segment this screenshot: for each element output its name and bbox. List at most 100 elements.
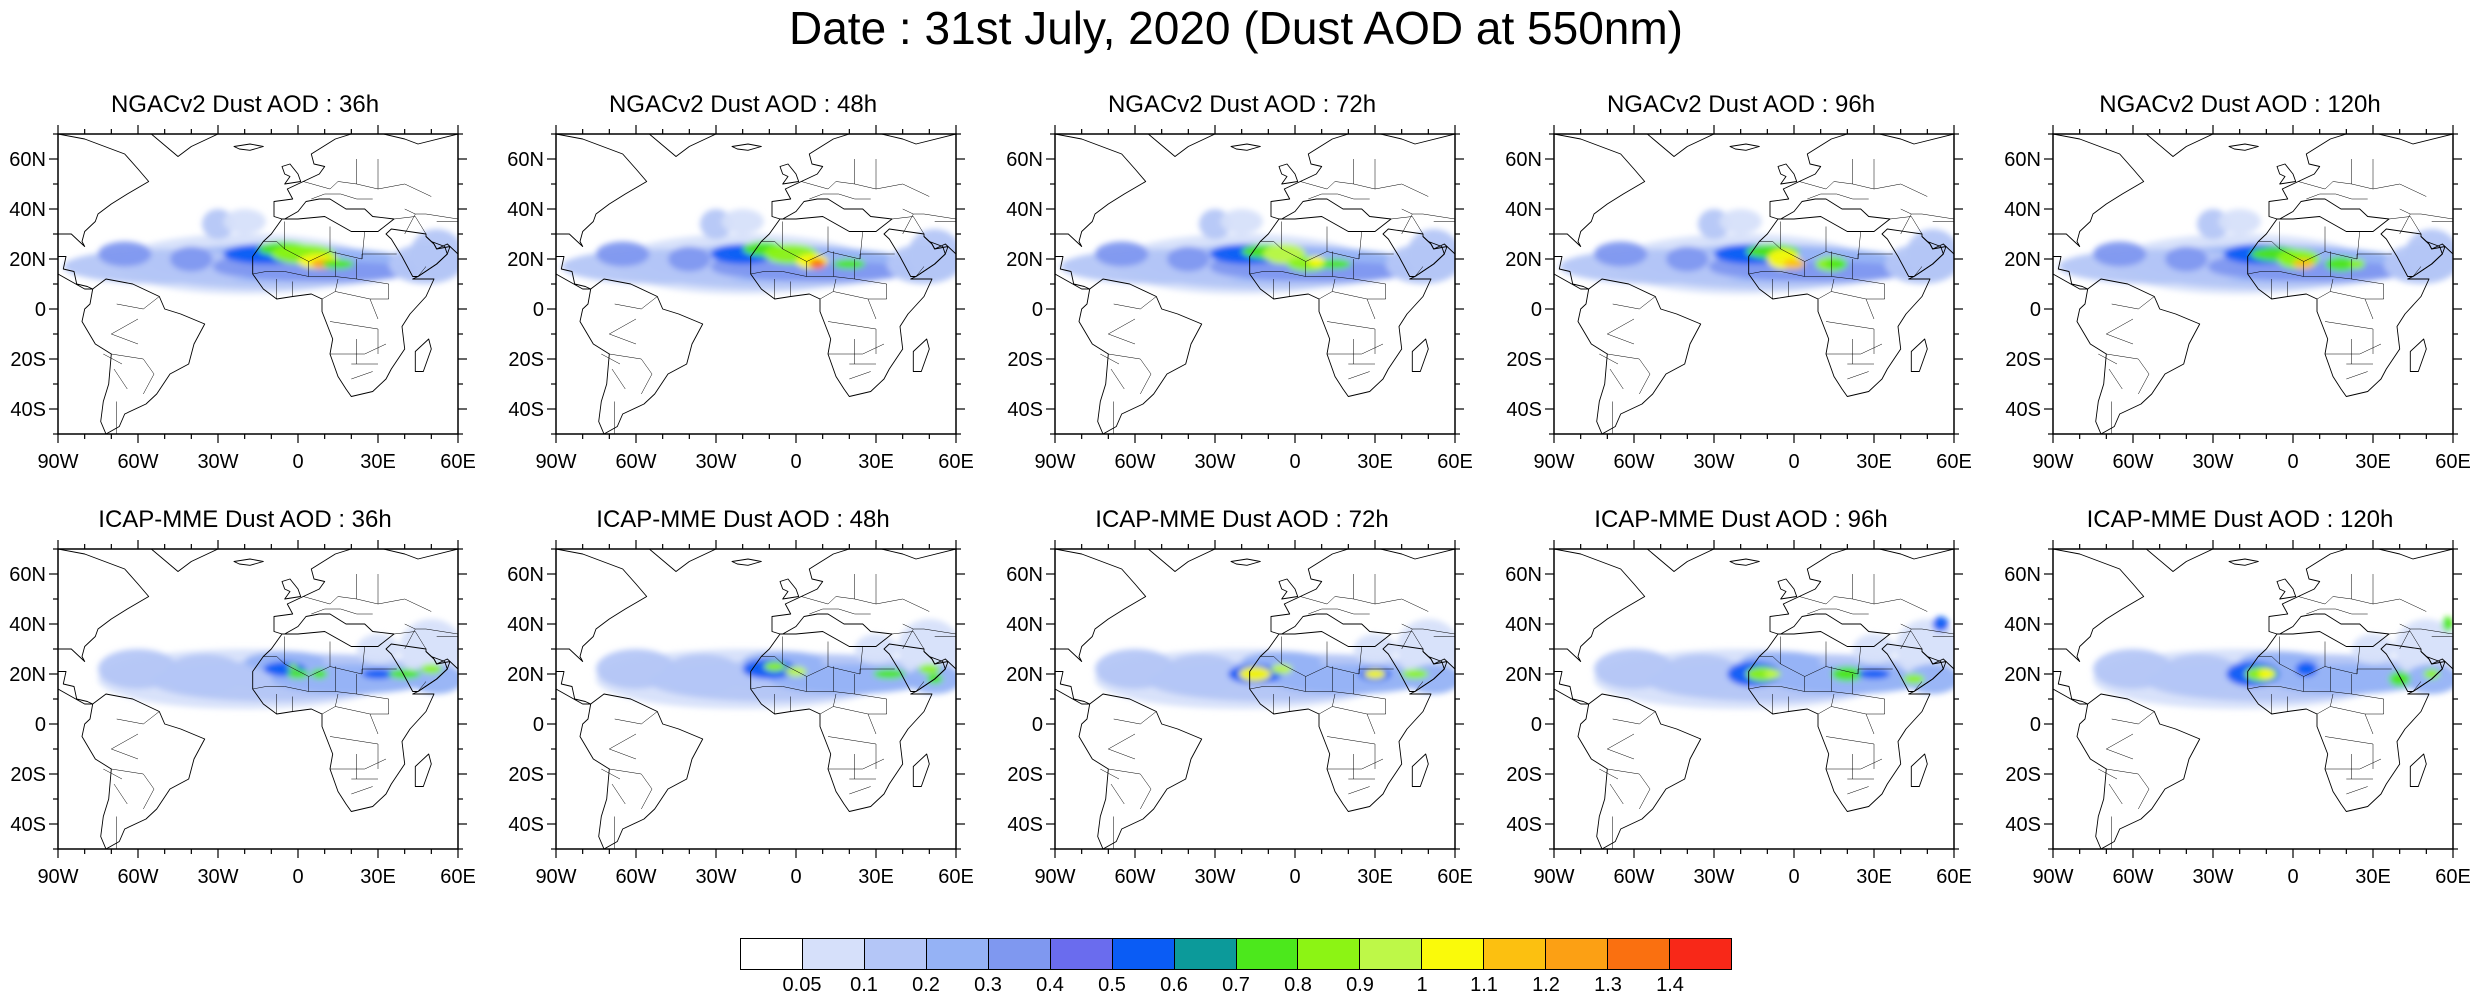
coastlines (556, 134, 956, 434)
country-border (2105, 733, 2134, 760)
y-tick-label: 60N (9, 564, 46, 586)
coastline-north-america (1554, 134, 1646, 247)
coastline-south-america (1078, 693, 1203, 849)
aod-contour (1903, 674, 1925, 684)
country-border (1100, 353, 1120, 365)
country-border (614, 296, 658, 310)
country-border (828, 343, 885, 355)
coastline-central-america (58, 256, 94, 290)
country-border (1110, 368, 1125, 390)
coastline-north-america (2053, 549, 2145, 662)
coastline-britain (1278, 578, 1299, 600)
country-border (417, 266, 427, 277)
country-border (1482, 644, 1535, 659)
dust-plume (1060, 209, 1455, 294)
country-border (849, 371, 871, 380)
coastline-central-america (556, 671, 592, 705)
country-border (1482, 229, 1535, 244)
country-border (1113, 296, 1157, 310)
x-tick-label: 60E (938, 866, 974, 888)
country-border (1981, 229, 2034, 244)
coastline-greenland (2097, 549, 2214, 572)
x-tick-label: 90W (1533, 866, 1574, 888)
aod-contour (897, 619, 956, 679)
country-border (113, 783, 128, 805)
coastline-north-america (556, 549, 648, 662)
country-border (1606, 318, 1635, 345)
x-tick-label: 30E (360, 451, 396, 473)
x-tick-label: 60W (1114, 451, 1155, 473)
x-tick-label: 30W (1194, 451, 1235, 473)
country-border (2364, 713, 2374, 735)
coastline-south-america (1078, 278, 1203, 434)
dust-plume (2058, 209, 2453, 294)
colorbar-swatch (1360, 939, 1423, 969)
y-tick-label: 40N (1006, 199, 1043, 221)
coastlines (1554, 549, 1954, 849)
aod-contour (410, 229, 458, 279)
y-tick-label: 20N (1505, 249, 1542, 271)
country-border (1599, 353, 1619, 365)
country-border (1857, 231, 1861, 260)
country-borders (1100, 159, 1455, 434)
y-tick-label: 40S (1506, 814, 1542, 836)
coastline-north-america (58, 549, 150, 662)
country-border (116, 296, 160, 310)
country-border (891, 216, 925, 235)
country-border (1609, 783, 1624, 805)
coastline-europe-africa-asia (2247, 549, 2453, 812)
coastline-greenland (1598, 549, 1715, 572)
coastline-south-america (81, 693, 206, 849)
country-border (614, 711, 658, 725)
aod-contour (2423, 669, 2440, 679)
coastlines (1055, 549, 1455, 849)
coastline-mediterranean (281, 198, 395, 232)
colorbar-label: 1 (1416, 974, 1428, 996)
country-border (1612, 711, 1656, 725)
aod-contour (170, 246, 213, 272)
coastline-mediterranean (779, 613, 893, 647)
dust-aod-map: 90W 60W 30W 0 30E 60E 60N 40N 20N 0 20S 40S (1006, 125, 1473, 473)
colorbar-label: 0.05 (782, 974, 822, 996)
country-borders (601, 159, 956, 434)
colorbar-swatch (741, 939, 803, 969)
aod-contour (2258, 669, 2275, 679)
x-tick-label: 60E (440, 866, 476, 888)
y-tick-label: 40N (507, 199, 544, 221)
coastline-europe-africa-asia (2247, 134, 2453, 397)
coastline-arabia-red-sea (1382, 228, 1448, 277)
aod-contour (311, 669, 328, 679)
country-border (1326, 736, 1376, 745)
country-border (0, 229, 39, 244)
country-border (1759, 656, 1893, 677)
aod-contour (2159, 654, 2240, 694)
y-tick-label: 60N (507, 564, 544, 586)
aod-contour (809, 259, 826, 269)
y-tick-label: 40N (9, 199, 46, 221)
country-border (369, 298, 379, 320)
map-panel: ICAP-MME Dust AOD : 96h 90W 60W 30W 0 30E 60E 6… (1496, 505, 1986, 915)
y-tick-label: 40N (2004, 614, 2041, 636)
y-tick-label: 20S (508, 764, 544, 786)
country-border (761, 656, 895, 677)
colorbar-swatch (988, 939, 1051, 969)
coastline-europe-africa-asia (252, 549, 458, 812)
country-border (1358, 646, 1362, 675)
country-border (2346, 371, 2368, 380)
aod-contour (1319, 259, 1351, 269)
y-tick-label: 40N (507, 614, 544, 636)
y-tick-label: 60N (1006, 149, 1043, 171)
country-border (263, 241, 397, 262)
country-border (1390, 631, 1424, 650)
country-border (1348, 786, 1370, 795)
country-border (2258, 656, 2392, 677)
y-tick-label: 40S (10, 814, 46, 836)
country-border (369, 713, 379, 735)
y-tick-label: 20N (1006, 249, 1043, 271)
coastline-north-america (1554, 549, 1646, 662)
aod-contour (98, 241, 152, 267)
x-tick-label: 90W (1034, 866, 1075, 888)
country-border (1107, 733, 1136, 760)
y-tick-label: 0 (1531, 714, 1542, 736)
country-border (902, 208, 956, 220)
